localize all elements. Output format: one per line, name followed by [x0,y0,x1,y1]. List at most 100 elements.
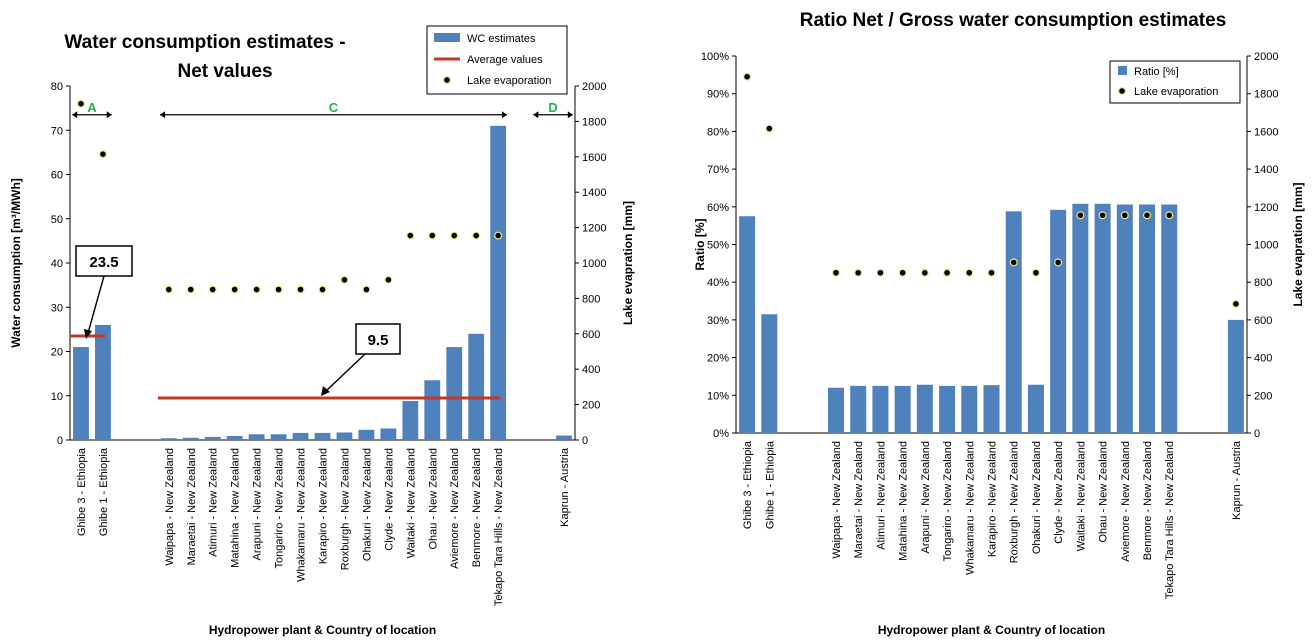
evaporation-point [1143,211,1152,220]
callout-pointer [325,353,366,392]
callout-label-23-5: 23.5 [89,254,118,271]
bar [1139,204,1156,433]
evaporation-point [854,268,863,277]
y2-tick-label: 1000 [582,258,606,270]
bar [248,434,265,440]
group-arrow-left [72,111,78,119]
category-label: Ohakuri - New Zealand [361,448,373,561]
legend-box [1109,60,1241,104]
bar [1005,211,1022,433]
y2-tick-label: 400 [1254,353,1272,365]
y2-tick-label: 400 [582,364,600,376]
legend-swatch-dot [443,75,452,84]
evaporation-point [208,285,217,294]
evaporation-point [98,150,107,159]
bar [402,401,419,440]
category-label: Whakamaru - New Zealand [964,441,976,575]
evaporation-point [362,285,371,294]
y2-tick-label: 1200 [1254,202,1278,214]
category-label: Maraetai - New Zealand [853,441,865,558]
category-label: Kaprun - Austria [559,447,571,527]
y-tick-label: 20 [51,347,63,359]
evaporation-point [1098,211,1107,220]
category-label: Waitaki - New Zealand [405,448,417,558]
bar [314,432,331,440]
bar [850,385,867,433]
group-arrow-right [106,111,112,119]
group-arrow-left [533,111,539,119]
category-label: Ohau - New Zealand [1098,441,1110,543]
bar [1072,203,1089,433]
bar [761,314,778,433]
bar [292,432,309,440]
y-tick-label: 80% [707,126,729,138]
y-axis-title: Water consumption [m³/MWh] [9,178,23,348]
evaporation-point [230,285,239,294]
category-label: Aviemore - New Zealand [449,448,461,569]
category-label: Atimuri - New Zealand [208,448,220,557]
legend-label: Average values [467,54,543,66]
evaporation-point [186,285,195,294]
bar [160,438,177,440]
y2-tick-label: 1000 [1254,240,1278,252]
y-tick-label: 10 [51,391,63,403]
evaporation-point [920,268,929,277]
y-tick-label: 50 [51,214,63,226]
category-label: Karapiro - New Zealand [987,441,999,557]
y2-tick-label: 200 [1254,390,1272,402]
y-tick-label: 70% [707,164,729,176]
bar [872,385,889,433]
x-axis-title: Hydropower plant & Country of location [209,623,436,637]
category-label: Benmore - New Zealand [471,448,483,567]
bar [336,432,353,440]
evaporation-point [1009,258,1018,267]
bar [939,385,956,433]
group-label: D [548,100,557,115]
bar [1116,204,1133,433]
category-label: Roxburgh - New Zealand [1009,441,1021,563]
evaporation-point [252,285,261,294]
category-label: Whakamaru - New Zealand [296,448,308,582]
evaporation-point [318,285,327,294]
y2-tick-label: 600 [582,329,600,341]
y-tick-label: 40% [707,277,729,289]
evaporation-point [1076,211,1085,220]
evaporation-point [765,124,774,133]
evaporation-point [743,72,752,81]
y-tick-label: 30 [51,302,63,314]
callout-box-23-5 [75,245,133,277]
bar [182,437,199,440]
y2-tick-label: 800 [1254,277,1272,289]
evaporation-point [876,268,885,277]
legend-label: Lake evaporation [1134,86,1218,98]
bar [204,436,221,440]
bar [1161,204,1178,433]
evaporation-point [340,275,349,284]
y2-tick-label: 1600 [1254,126,1278,138]
bar [468,333,485,440]
y2-tick-label: 600 [1254,315,1272,327]
category-label: Benmore - New Zealand [1142,441,1154,560]
bar [424,380,441,440]
y-tick-label: 70 [51,125,63,137]
bar [894,385,911,433]
legend-swatch-dot [1117,86,1126,95]
bar [1094,203,1111,433]
evaporation-point [898,268,907,277]
y2-axis-title: Lake evapration [mm] [621,201,635,325]
bar [827,387,844,433]
callout-arrowhead [321,386,330,396]
bar [983,385,1000,433]
legend-swatch-bar [1118,66,1127,75]
group-label: C [329,100,339,115]
category-label: Clyde - New Zealand [383,448,395,551]
evaporation-point [943,268,952,277]
legend-label: Lake evaporation [467,75,551,87]
evaporation-point [296,285,305,294]
bar [1050,209,1067,433]
category-label: Ghibe 1 - Ethiopia [764,440,776,529]
y-tick-label: 50% [707,240,729,252]
bar [916,384,933,433]
evaporation-point [965,268,974,277]
